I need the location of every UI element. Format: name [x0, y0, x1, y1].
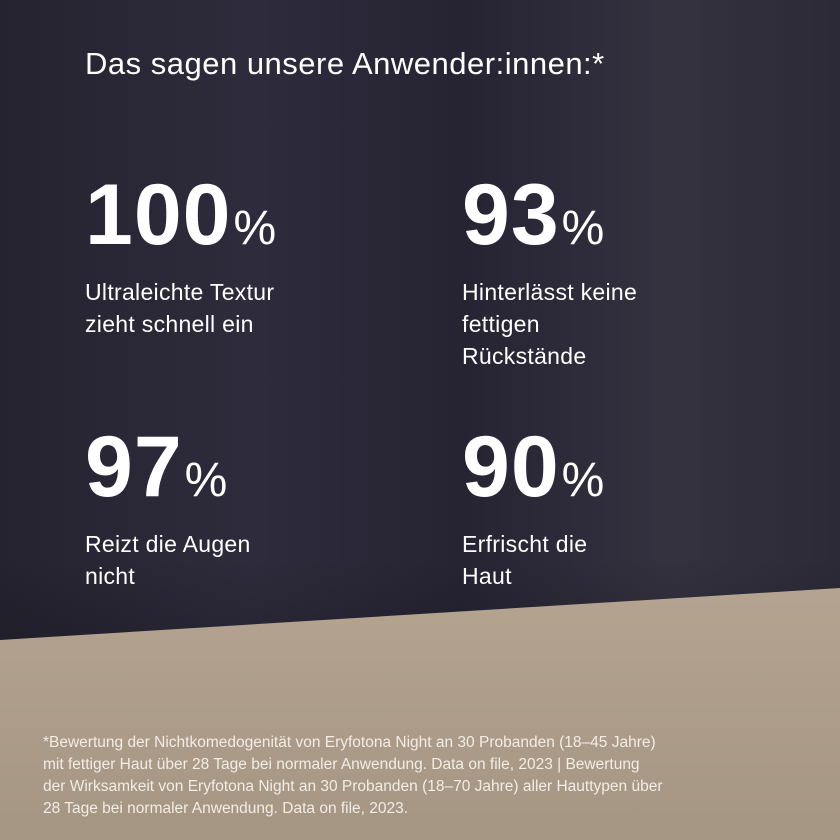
stat-value: 97	[85, 419, 183, 515]
stat-residue: 93% Hinterlässt keine fettigen Rückständ…	[462, 172, 637, 372]
stat-value: 90	[462, 419, 560, 515]
stat-label: Hinterlässt keine fettigen Rückstände	[462, 279, 638, 369]
stat-unit: %	[184, 454, 229, 507]
stat-unit: %	[233, 202, 278, 255]
stat-texture: 100% Ultraleichte Textur zieht schnell e…	[85, 172, 277, 340]
stat-unit: %	[561, 454, 606, 507]
page-title: Das sagen unsere Anwender:innen:*	[85, 46, 605, 81]
stat-value: 93	[462, 167, 560, 263]
stat-refresh: 90% Erfrischt die Haut	[462, 424, 605, 592]
stat-unit: %	[561, 202, 606, 255]
stat-value: 100	[85, 167, 232, 263]
stat-label: Erfrischt die Haut	[462, 531, 588, 589]
footnote: *Bewertung der Nichtkomedogenität von Er…	[43, 734, 663, 817]
stat-eyes: 97% Reizt die Augen nicht	[85, 424, 251, 592]
stat-label: Reizt die Augen nicht	[85, 531, 251, 589]
stat-label: Ultraleichte Textur zieht schnell ein	[85, 279, 275, 337]
